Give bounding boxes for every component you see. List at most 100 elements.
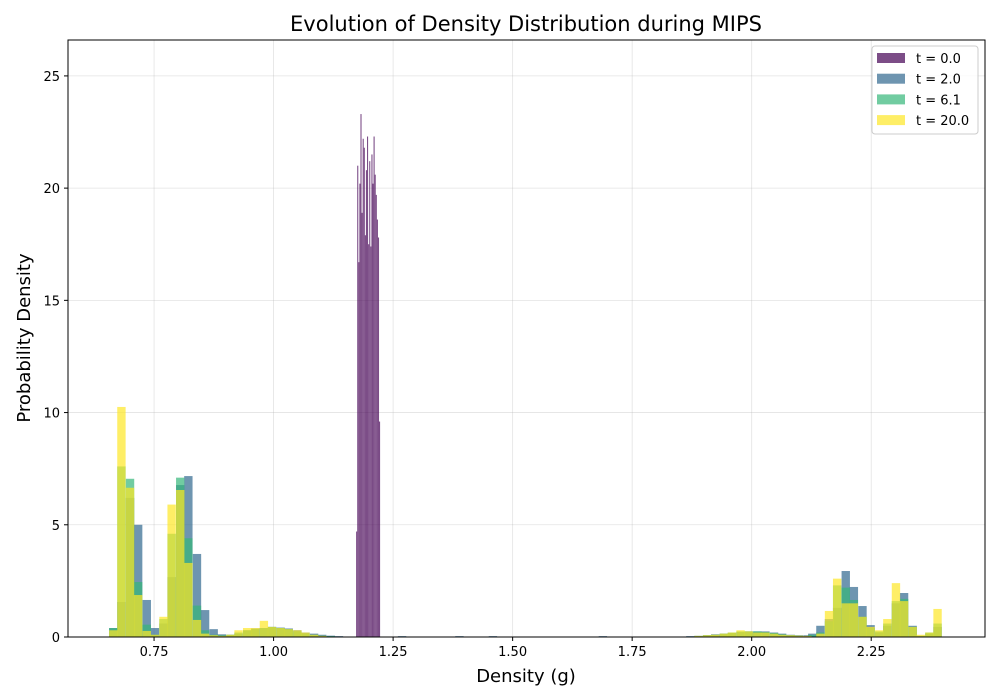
plot-frame [67, 39, 986, 638]
histogram-bar [808, 634, 817, 637]
histogram-bar [356, 531, 358, 637]
legend-label: t = 0.0 [916, 52, 961, 67]
y-tick-label: 25 [43, 70, 60, 85]
histogram-bar [362, 138, 364, 637]
histogram-bar [184, 562, 193, 637]
histogram-bar [301, 632, 310, 637]
legend-label: t = 20.0 [916, 114, 969, 129]
histogram-bar [694, 635, 703, 637]
histogram-bar [908, 626, 917, 637]
histogram-bar [234, 630, 243, 637]
histogram-bar [375, 194, 377, 637]
histogram-bar [209, 635, 218, 637]
histogram-bar [866, 626, 875, 637]
histogram-bar [786, 635, 795, 637]
histogram-bar [200, 633, 210, 637]
x-tick-label: 2.00 [737, 645, 766, 660]
series-2 [109, 466, 942, 637]
x-tick-label: 1.50 [498, 645, 527, 660]
histogram-bar [832, 578, 842, 637]
histogram-bar [226, 634, 235, 637]
histogram-bar [242, 628, 252, 637]
histogram-bar [217, 635, 227, 637]
histogram-bar [377, 237, 380, 637]
series-1 [109, 476, 942, 637]
histogram-bar [777, 634, 787, 637]
histogram-bar [200, 610, 210, 637]
histogram-bar [794, 635, 804, 637]
x-tick-label: 2.25 [857, 645, 886, 660]
histogram-bar [374, 174, 376, 637]
histogram-bar [142, 599, 151, 637]
histogram-bar [744, 631, 753, 637]
legend-label: t = 2.0 [916, 73, 961, 88]
histogram-bar [251, 628, 260, 637]
legend-box [871, 45, 979, 135]
histogram-bar [803, 635, 812, 637]
y-axis-label: Probability Density [14, 253, 35, 423]
histogram-bar [372, 183, 374, 637]
histogram-bar [364, 235, 366, 637]
histogram-bar [370, 246, 372, 637]
histogram-bar [363, 147, 365, 638]
histogram-bar [769, 633, 779, 637]
legend-swatch [877, 73, 905, 84]
histogram-bar [142, 624, 151, 637]
x-tick-label: 1.00 [259, 645, 288, 660]
histogram-bar [761, 632, 770, 637]
histogram-bar [841, 603, 850, 637]
histogram-bar [379, 421, 381, 637]
histogram-bar [361, 212, 363, 637]
histogram-bar [711, 634, 720, 637]
histogram-bar [133, 595, 143, 637]
histogram-bar [359, 183, 361, 637]
histogram-bar [702, 635, 712, 637]
histogram-bar [891, 583, 901, 637]
histogram-bar [150, 628, 160, 637]
histogram-bar [369, 161, 371, 637]
histogram-bar [816, 633, 825, 637]
legend-swatch [877, 53, 905, 63]
histogram-bar [357, 165, 359, 637]
histogram-bar [727, 632, 737, 637]
histogram-bar [719, 633, 729, 637]
x-tick-label: 0.75 [140, 645, 169, 660]
histogram-bar [259, 620, 269, 637]
histogram-bar [368, 244, 370, 637]
histogram-bar [318, 635, 327, 637]
histogram-bar [883, 619, 892, 637]
histogram-bar [276, 628, 285, 637]
histogram-bar [358, 262, 360, 637]
legend-label: t = 6.1 [916, 93, 961, 108]
histogram-bar [875, 630, 884, 637]
histogram-bar [109, 630, 118, 637]
histogram-bar [360, 114, 362, 638]
histogram-bar [858, 616, 867, 637]
legend-swatch [877, 115, 905, 126]
x-tick-label: 1.25 [379, 645, 408, 660]
histogram-bar [365, 170, 367, 638]
histogram-bar [192, 553, 202, 637]
histogram-bar [899, 601, 909, 637]
histogram-bar [376, 219, 378, 637]
y-tick-label: 10 [43, 407, 60, 422]
histogram-bar [150, 634, 160, 637]
y-tick-label: 15 [43, 294, 60, 309]
histogram-bar [159, 616, 168, 637]
histogram-bar [125, 487, 135, 637]
histogram-bar [117, 406, 126, 637]
histogram-bar [371, 154, 373, 637]
histogram-bar [736, 630, 745, 637]
legend: t = 0.0 t = 2.0 t = 6.1 t = 20.0 [871, 45, 979, 135]
histogram-bar [367, 136, 369, 638]
histogram-bar [209, 629, 218, 637]
histogram-bar [267, 626, 277, 637]
histogram-bar [849, 603, 859, 637]
histogram-bar [309, 634, 319, 637]
chart-title: Evolution of Density Distribution during… [290, 12, 762, 36]
histogram-bar [824, 610, 834, 637]
histogram-bar [133, 524, 143, 637]
histogram-bar [167, 504, 176, 637]
histogram-bar [192, 619, 202, 637]
histogram-bar [916, 634, 925, 637]
